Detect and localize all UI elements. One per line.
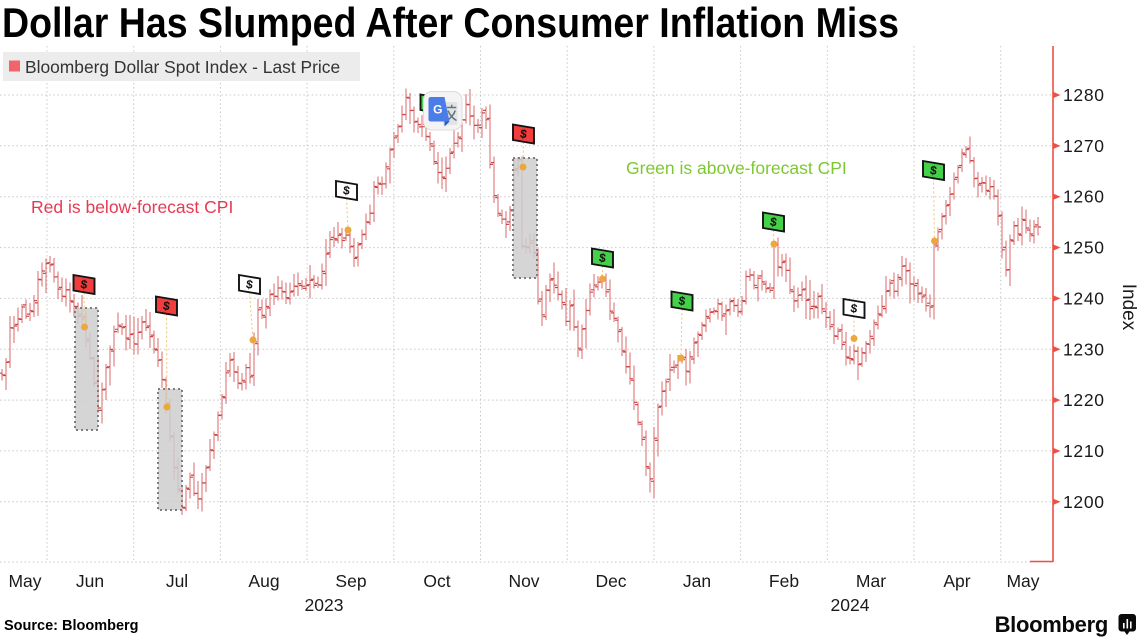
svg-text:Jan: Jan xyxy=(683,571,711,591)
svg-text:May: May xyxy=(1006,571,1039,591)
svg-text:1220: 1220 xyxy=(1063,390,1105,410)
svg-text:May: May xyxy=(8,571,41,591)
svg-text:Oct: Oct xyxy=(423,571,450,591)
svg-text:1270: 1270 xyxy=(1063,136,1105,156)
svg-text:1240: 1240 xyxy=(1063,288,1105,308)
svg-text:1200: 1200 xyxy=(1063,492,1105,512)
svg-text:Bloomberg Dollar Spot Index -: Bloomberg Dollar Spot Index - Last Price xyxy=(25,57,340,77)
svg-text:Red is below-forecast CPI: Red is below-forecast CPI xyxy=(31,197,233,217)
svg-text:Jul: Jul xyxy=(166,571,188,591)
svg-text:Dec: Dec xyxy=(595,571,626,591)
svg-text:$: $ xyxy=(80,277,89,292)
svg-text:$: $ xyxy=(162,299,171,314)
svg-text:Aug: Aug xyxy=(248,571,279,591)
svg-text:Index: Index xyxy=(1118,284,1137,331)
svg-text:2024: 2024 xyxy=(831,595,870,615)
svg-text:Green is above-forecast CPI: Green is above-forecast CPI xyxy=(626,158,847,178)
svg-text:1280: 1280 xyxy=(1063,85,1105,105)
svg-text:$: $ xyxy=(678,294,687,309)
svg-text:$: $ xyxy=(245,277,254,292)
svg-text:Source: Bloomberg: Source: Bloomberg xyxy=(4,618,139,634)
svg-text:G: G xyxy=(433,103,442,117)
svg-text:$: $ xyxy=(598,251,607,266)
svg-text:Apr: Apr xyxy=(943,571,970,591)
svg-text:Sep: Sep xyxy=(335,571,366,591)
svg-text:Feb: Feb xyxy=(769,571,799,591)
svg-text:Mar: Mar xyxy=(856,571,886,591)
svg-text:$: $ xyxy=(850,301,859,316)
svg-text:Dollar Has Slumped After Consu: Dollar Has Slumped After Consumer Inflat… xyxy=(2,0,899,46)
svg-text:2023: 2023 xyxy=(305,595,344,615)
svg-text:$: $ xyxy=(929,163,938,178)
svg-text:$: $ xyxy=(769,215,778,230)
svg-text:1260: 1260 xyxy=(1063,187,1105,207)
svg-text:Jun: Jun xyxy=(76,571,104,591)
svg-text:1230: 1230 xyxy=(1063,339,1105,359)
svg-text:Nov: Nov xyxy=(508,571,539,591)
svg-text:1250: 1250 xyxy=(1063,238,1105,258)
svg-text:1210: 1210 xyxy=(1063,441,1105,461)
svg-text:$: $ xyxy=(342,183,351,198)
svg-text:Bloomberg: Bloomberg xyxy=(995,612,1108,637)
svg-text:$: $ xyxy=(519,127,528,142)
